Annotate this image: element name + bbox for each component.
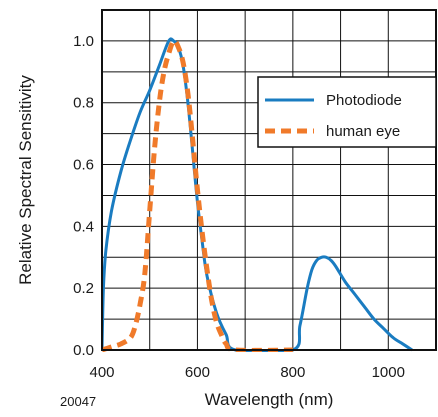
x-axis-title: Wavelength (nm) (205, 390, 334, 409)
series-line-photodiode (102, 37, 413, 352)
series-line-human-eye (102, 38, 293, 352)
y-tick-labels: 0.0 0.2 0.4 0.6 0.8 1.0 (73, 33, 94, 359)
legend: Photodiode human eye (257, 76, 437, 148)
y-tick-label: 0.0 (73, 342, 94, 359)
x-tick-label: 600 (185, 364, 210, 381)
series-layer (102, 37, 413, 352)
x-tick-labels: 400 600 800 1000 (89, 364, 404, 381)
figure-code: 20047 (60, 394, 96, 409)
y-tick-label: 1.0 (73, 33, 94, 50)
y-tick-label: 0.4 (73, 218, 94, 235)
legend-label-human-eye: human eye (326, 123, 400, 140)
y-tick-label: 0.8 (73, 95, 94, 112)
plot-frame (101, 9, 437, 351)
y-axis-title: Relative Spectral Sensitivity (16, 75, 35, 285)
x-tick-label: 800 (280, 364, 305, 381)
y-tick-label: 0.6 (73, 157, 94, 174)
x-tick-label: 400 (89, 364, 114, 381)
legend-box (257, 76, 437, 148)
x-tick-label: 1000 (372, 364, 405, 381)
grid-lines (102, 10, 436, 350)
legend-label-photodiode: Photodiode (326, 92, 402, 109)
y-tick-label: 0.2 (73, 280, 94, 297)
